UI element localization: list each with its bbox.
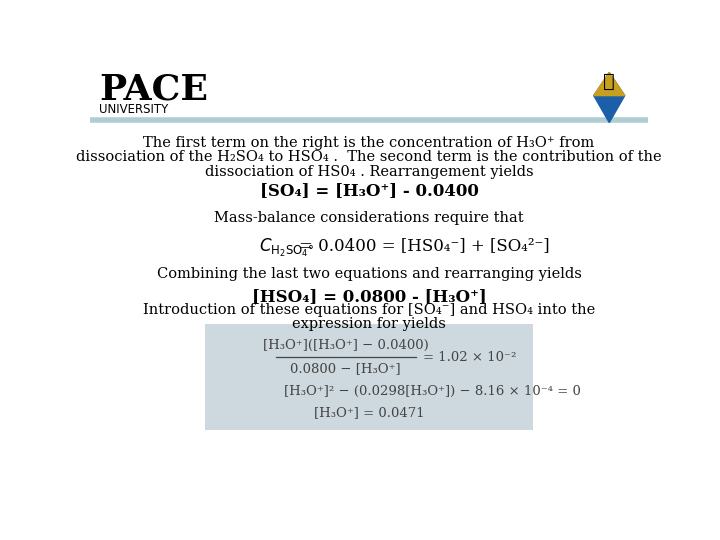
- Text: [HSO₄] = 0.0800 - [H₃O⁺]: [HSO₄] = 0.0800 - [H₃O⁺]: [251, 288, 487, 305]
- Text: expression for yields: expression for yields: [292, 318, 446, 332]
- Polygon shape: [594, 72, 625, 123]
- Text: Introduction of these equations for [SO₄⁻] and HSO₄ into the: Introduction of these equations for [SO₄…: [143, 303, 595, 317]
- Text: [H₃O⁺]² − (0.0298[H₃O⁺]) − 8.16 × 10⁻⁴ = 0: [H₃O⁺]² − (0.0298[H₃O⁺]) − 8.16 × 10⁻⁴ =…: [284, 385, 580, 398]
- FancyBboxPatch shape: [204, 323, 534, 430]
- Text: PACE: PACE: [99, 72, 208, 106]
- Text: Combining the last two equations and rearranging yields: Combining the last two equations and rea…: [156, 267, 582, 281]
- Text: dissociation of HS0₄ . Rearrangement yields: dissociation of HS0₄ . Rearrangement yie…: [204, 165, 534, 179]
- Text: 🦅: 🦅: [603, 72, 615, 91]
- Text: [H₃O⁺]([H₃O⁺] − 0.0400): [H₃O⁺]([H₃O⁺] − 0.0400): [263, 339, 428, 352]
- Text: [H₃O⁺] = 0.0471: [H₃O⁺] = 0.0471: [314, 406, 424, 420]
- Text: dissociation of the H₂SO₄ to HSO₄ .  The second term is the contribution of the: dissociation of the H₂SO₄ to HSO₄ . The …: [76, 150, 662, 164]
- Text: The first term on the right is the concentration of H₃O⁺ from: The first term on the right is the conce…: [143, 136, 595, 150]
- Text: = 0.0400 = [HS0₄⁻] + [SO₄²⁻]: = 0.0400 = [HS0₄⁻] + [SO₄²⁻]: [300, 237, 550, 254]
- Text: $\mathit{C}_{\mathrm{H_2SO_4°}}$: $\mathit{C}_{\mathrm{H_2SO_4°}}$: [259, 237, 314, 259]
- Text: UNIVERSITY: UNIVERSITY: [99, 103, 168, 116]
- Polygon shape: [594, 72, 625, 96]
- Text: 0.0800 − [H₃O⁺]: 0.0800 − [H₃O⁺]: [290, 362, 401, 375]
- Text: = 1.02 × 10⁻²: = 1.02 × 10⁻²: [423, 351, 517, 364]
- Text: [SO₄] = [H₃O⁺] - 0.0400: [SO₄] = [H₃O⁺] - 0.0400: [260, 182, 478, 199]
- Text: Mass-balance considerations require that: Mass-balance considerations require that: [214, 211, 524, 225]
